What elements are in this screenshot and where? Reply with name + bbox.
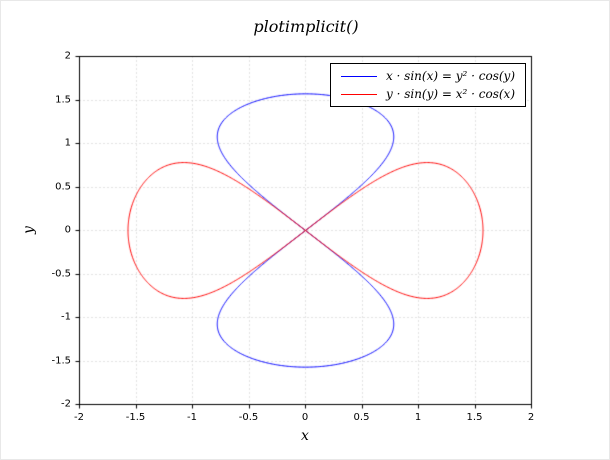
x-axis-label: x: [301, 428, 309, 444]
legend-line-swatch: [340, 93, 377, 95]
y-tick-label: -1: [61, 311, 71, 323]
y-tick-label: -1.5: [51, 355, 71, 366]
x-tick-label: 2: [527, 412, 535, 423]
legend-item: x · sin(x) = y² · cos(y): [340, 69, 515, 83]
legend-label: y · sin(y) = x² · cos(x): [385, 87, 515, 101]
x-tick-label: 1.5: [466, 412, 483, 423]
y-tick-label: 0.5: [55, 181, 71, 192]
x-tick-label: -1: [187, 412, 197, 423]
x-tick-label: -1.5: [125, 412, 146, 423]
x-tick-label: 0: [301, 412, 309, 423]
y-axis-label: y: [21, 226, 37, 234]
y-tick-label: -2: [61, 398, 71, 410]
x-tick-label: -2: [74, 412, 84, 423]
y-tick-label: 2: [64, 50, 71, 62]
y-tick-label: 0: [64, 224, 71, 236]
y-tick-label: -0.5: [51, 268, 71, 279]
x-tick-label: 0.5: [353, 412, 370, 423]
legend-item: y · sin(y) = x² · cos(x): [340, 87, 515, 101]
y-tick-label: 1: [64, 137, 71, 149]
legend: x · sin(x) = y² · cos(y) y · sin(y) = x² …: [329, 63, 526, 107]
y-tick-label: 1.5: [55, 94, 71, 105]
x-tick-label: 1: [414, 412, 422, 423]
x-tick-label: -0.5: [238, 412, 259, 423]
legend-line-swatch: [340, 75, 377, 77]
legend-label: x · sin(x) = y² · cos(y): [385, 69, 515, 83]
